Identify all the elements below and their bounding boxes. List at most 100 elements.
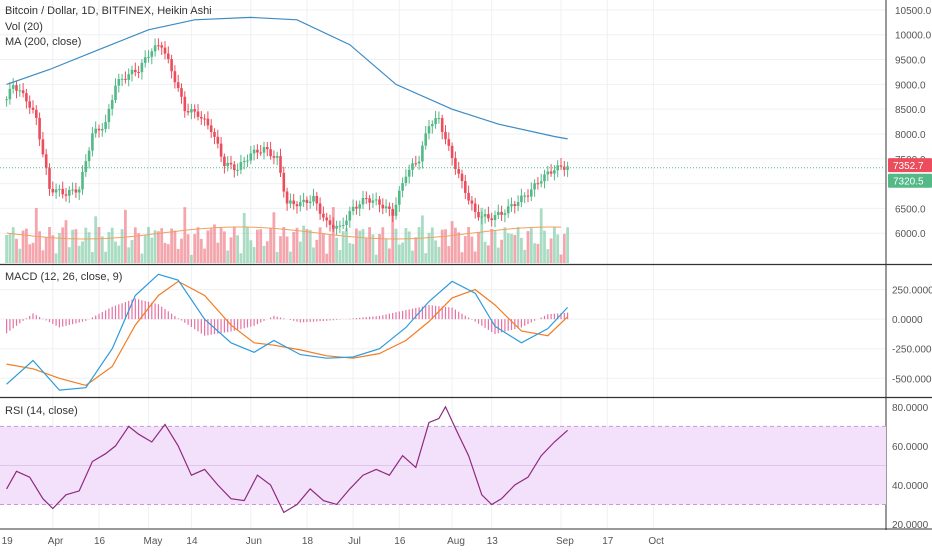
candle-body [246,160,249,162]
volume-bar [239,253,243,263]
volume-bar [140,253,144,263]
candle-body [388,206,391,209]
candle-body [523,195,526,197]
volume-bar [64,220,68,263]
candle-body [553,170,556,174]
volume-bar [232,227,236,263]
volume-bar [483,241,487,263]
volume-bar [94,216,98,263]
volume-bar [374,254,378,263]
candle-body [193,109,196,112]
candle-body [259,152,262,154]
volume-bar [404,228,408,263]
ma200-line [6,16,568,140]
volume-bar [526,231,530,263]
volume-bar [510,233,513,263]
volume-bar [371,234,375,263]
volume-indicator-label[interactable]: Vol (20) [5,21,43,33]
volume-bar [450,221,454,263]
candle-body [236,169,239,171]
volume-bar [44,237,48,263]
volume-bar [163,242,167,263]
volume-bar [397,244,401,263]
volume-bar [447,246,451,263]
candle-body [341,225,345,227]
volume-bar [477,231,480,263]
candle-body [275,156,279,158]
candle-body [101,128,104,131]
main-chart-title: Bitcoin / Dollar, 1D, BITFINEX, Heikin A… [5,5,212,17]
candle-body [94,128,97,134]
moving-average-label[interactable]: MA (200, close) [5,36,82,48]
candle-body [424,133,427,146]
candle-body [345,220,348,226]
volume-bar [269,227,272,263]
volume-bar [58,233,61,263]
candle-body [173,71,177,83]
rsi-indicator-label[interactable]: RSI (14, close) [5,405,78,417]
volume-bar [381,227,385,263]
time-tick-label: 16 [394,536,406,547]
volume-bar [388,248,391,263]
volume-bar [298,241,302,263]
volume-bar [328,235,332,263]
candle-body [282,172,286,192]
candle-body [328,220,332,225]
volume-bar [503,227,507,263]
candle-body [401,183,404,191]
candle-body [513,204,517,207]
candle-body [506,206,510,214]
volume-bar [150,237,154,263]
candle-body [97,128,101,131]
candle-body [381,204,385,209]
volume-bar [170,228,173,263]
volume-bar [305,229,309,263]
candle-body [11,85,15,89]
volume-bar [77,245,81,263]
volume-bar [279,236,282,263]
volume-bar [38,231,41,263]
candle-body [107,108,111,123]
volume-bar [203,248,206,263]
volume-bar [543,230,546,263]
volume-bar [308,229,312,263]
candle-body [454,158,457,170]
volume-bar [295,227,299,263]
rsi-line [6,405,568,514]
candle-body [256,149,259,153]
candle-body [368,198,371,203]
volume-bar [166,244,170,263]
candle-body [213,131,216,137]
volume-bar [256,229,259,263]
volume-bar [315,239,319,263]
candle-body [219,143,223,157]
time-tick-label: 14 [186,536,198,547]
candle-body [378,199,381,205]
candle-body [18,90,22,92]
candle-body [371,200,375,203]
volume-bar [213,224,216,263]
volume-bar [493,229,497,263]
candles [5,38,569,236]
time-tick-label: 13 [487,536,499,547]
macd-indicator-label[interactable]: MACD (12, 26, close, 9) [5,271,123,283]
candle-body [516,202,520,207]
candle-body [143,57,147,63]
volume-bar [430,227,434,263]
volume-bar [51,235,55,263]
candle-body [384,206,388,209]
candle-body [473,203,477,212]
volume-bar [153,230,157,263]
candle-body [365,198,368,200]
volume-bar [506,233,510,263]
volume-bar [157,231,160,263]
candle-body [134,69,137,73]
candle-body [427,126,431,134]
price-tick-label: 6000.0 [895,229,926,240]
rsi-tick-label: 40.0000 [892,481,929,492]
candle-body [110,100,114,109]
price-tick-label: 10500.0 [895,6,932,17]
volume-bar [117,245,121,263]
